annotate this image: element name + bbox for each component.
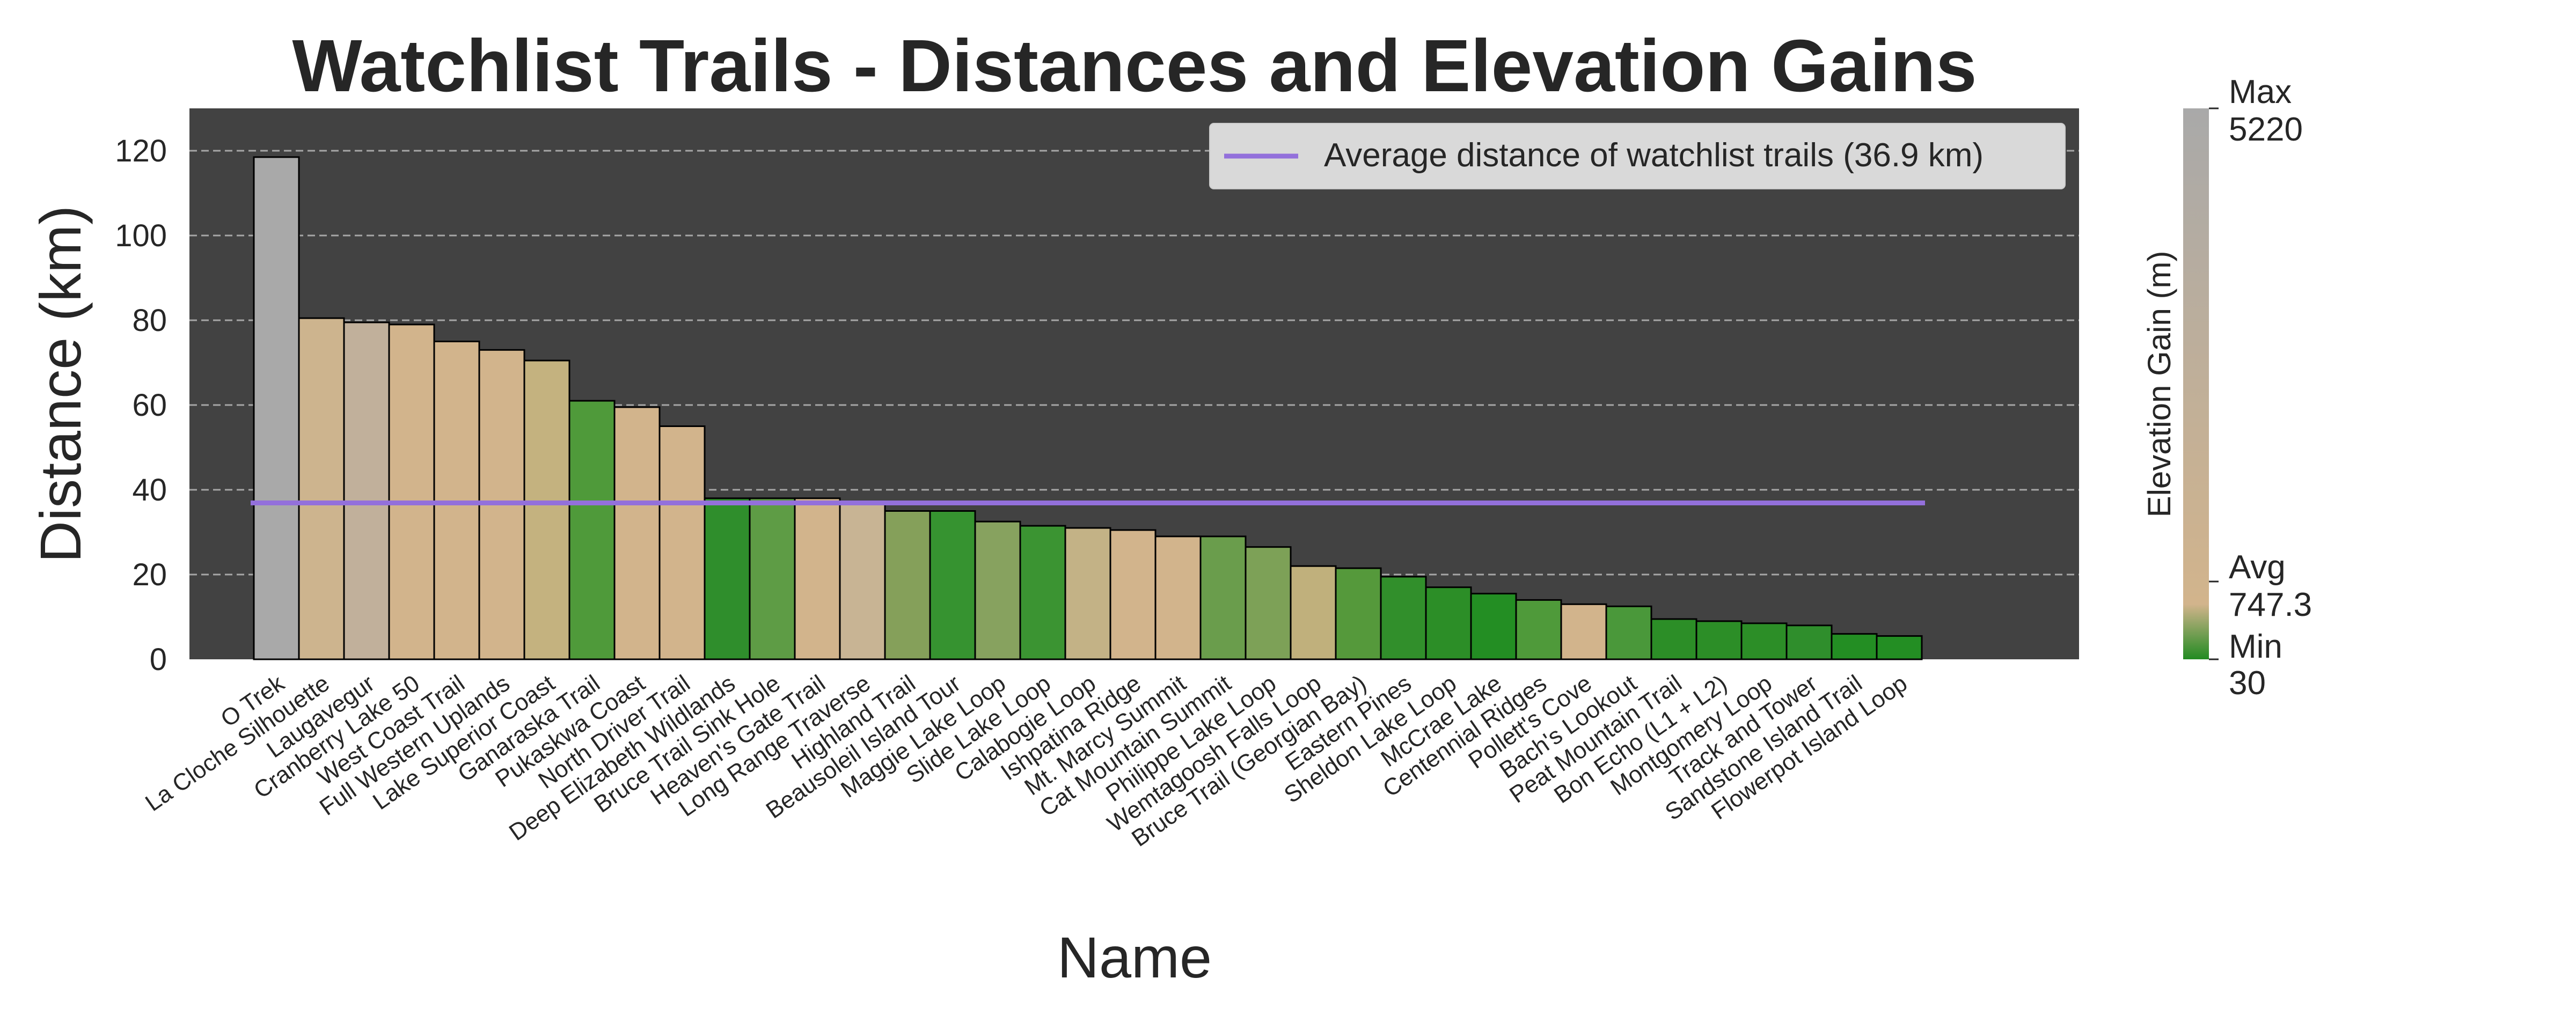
bar [1064,527,1111,660]
bar [613,406,661,660]
bar [1785,624,1833,660]
bar [343,321,390,660]
colorbar-gradient [2183,108,2209,659]
colorbar-min-value: 30 [2229,665,2266,702]
bar [1876,635,1923,660]
bar [1290,565,1337,660]
bar [1650,618,1697,660]
bar [1470,593,1517,660]
bar [1380,576,1427,660]
bar [1019,525,1066,660]
y-axis-label: Distance (km) [28,205,93,563]
bar [839,502,886,660]
legend: Average distance of watchlist trails (36… [1209,123,2066,189]
bar [1740,622,1788,660]
legend-label: Average distance of watchlist trails (36… [1324,137,1984,174]
bar [794,497,841,660]
bar [253,156,300,660]
y-tick-label: 20 [132,557,167,592]
x-axis-label: Name [1057,925,1212,990]
colorbar-avg-label: Avg [2229,549,2286,586]
bar [704,497,751,660]
bar [298,317,345,660]
bar [1560,603,1607,660]
bar [1831,633,1878,660]
bar [568,400,616,660]
y-tick-label: 80 [132,303,167,338]
bar [523,359,570,660]
legend-box [1209,123,2066,189]
chart-title: Watchlist Trails - Distances and Elevati… [292,25,1977,107]
bar [1109,529,1157,660]
bar [1335,567,1382,660]
bar [1425,586,1472,660]
bar [1245,546,1292,660]
bar [1515,599,1562,660]
bar [1199,535,1247,660]
y-tick-label: 60 [132,388,167,423]
y-tick-label: 40 [132,473,167,507]
bar [749,497,796,660]
bar [433,341,480,660]
bar [658,425,706,660]
y-tick-label: 100 [115,218,167,253]
bar [884,510,931,660]
y-tick-label: 120 [115,134,167,168]
bars [253,156,1923,660]
colorbar-min-label: Min [2229,628,2282,665]
colorbar-label: Elevation Gain (m) [2141,251,2177,518]
colorbar-avg-value: 747.3 [2229,586,2312,623]
y-axis-ticks: 0 20 40 60 80 100 120 [115,134,167,677]
bar [388,323,435,660]
colorbar: Elevation Gain (m) Max 5220 Avg 747.3 Mi… [2141,73,2312,702]
bar [1695,620,1743,660]
bar [929,510,976,660]
bar [1605,605,1652,660]
bar [1154,535,1202,660]
colorbar-max-value: 5220 [2229,111,2303,148]
y-tick-label: 0 [150,642,167,677]
bar [974,520,1021,660]
colorbar-max-label: Max [2229,73,2292,111]
